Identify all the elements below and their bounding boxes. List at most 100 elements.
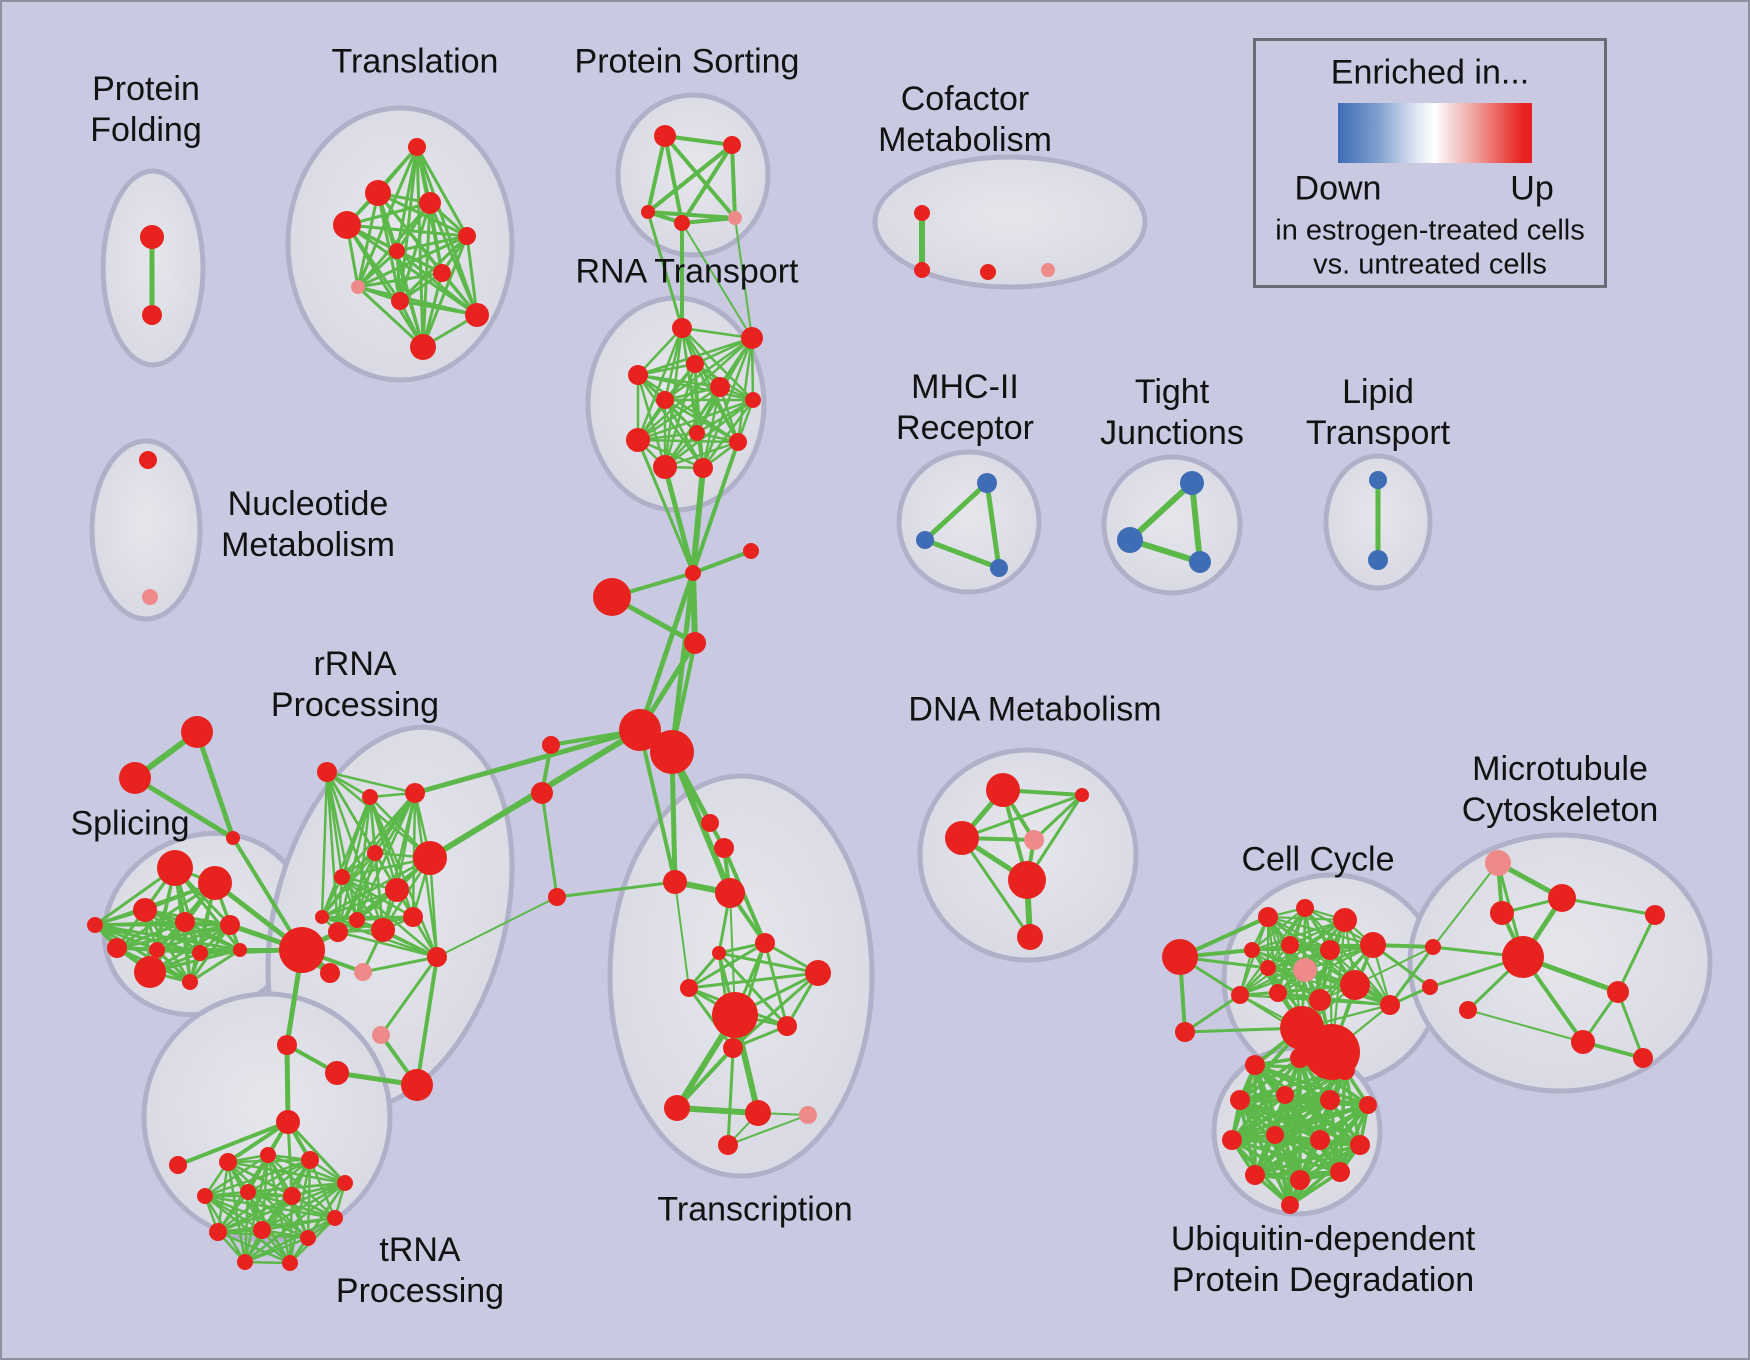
cluster-label-line: Splicing — [70, 804, 190, 843]
edge-u6-u8 — [1230, 1098, 1332, 1142]
gene-set-node-cc8 — [1293, 958, 1317, 982]
gene-set-node-g2 — [119, 762, 151, 794]
cluster-label-line: DNA Metabolism — [908, 690, 1162, 729]
edge-s5-s6 — [115, 923, 232, 950]
edge-tx4-tx8 — [717, 951, 789, 1028]
edge-tn2-tn5 — [203, 1153, 270, 1198]
gene-set-node-t7 — [433, 264, 451, 282]
cluster-label-lipid-transport: Lipid Transport — [1306, 372, 1450, 454]
edge-rr13-c9 — [436, 896, 558, 958]
gene-set-node-rr9 — [349, 912, 365, 928]
gene-set-node-u9 — [1266, 1126, 1284, 1144]
gene-set-node-tn0 — [276, 1110, 300, 1134]
cluster-label-line: RNA Transport — [575, 252, 799, 291]
cluster-label-line: Processing — [335, 1272, 505, 1310]
edge-u7-u9 — [1273, 1103, 1370, 1137]
gene-set-node-ps1 — [654, 125, 676, 147]
gene-set-node-c5 — [619, 709, 661, 751]
gene-set-node-tn3 — [301, 1151, 319, 1169]
cluster-label-line: Ubiquitin-dependent — [1170, 1220, 1476, 1259]
legend-box: Enriched in... Down Up in estrogen-treat… — [1253, 38, 1607, 288]
cluster-label-nucleotide-metabolism: Nucleotide Metabolism — [221, 484, 395, 566]
edge-u9-u14 — [1273, 1133, 1342, 1174]
gene-set-node-s5 — [220, 915, 240, 935]
edge-r1-r8 — [636, 326, 684, 442]
gene-set-node-cc3 — [1333, 908, 1357, 932]
gene-set-node-c10 — [701, 814, 719, 832]
edge-tx1-tx5 — [674, 881, 690, 989]
cluster-label-line: Cell Cycle — [1241, 840, 1395, 879]
gene-set-node-g3 — [226, 831, 240, 845]
gene-set-node-j1 — [1180, 471, 1204, 495]
cluster-label-microtubule-cytoskeleton: Microtubule Cytoskeleton — [1462, 749, 1659, 831]
cluster-label-line: tRNA — [379, 1231, 461, 1270]
edge-r2-r10 — [736, 336, 754, 444]
cluster-label-rrna-processing: rRNA Processing — [271, 644, 439, 726]
edge-tx3-tx8 — [763, 941, 789, 1028]
gene-set-node-r9 — [689, 425, 705, 441]
edge-tn4-tn6 — [246, 1181, 347, 1194]
gene-set-node-u15 — [1281, 1196, 1299, 1214]
gene-set-node-c4 — [684, 632, 706, 654]
gene-set-node-u12 — [1245, 1165, 1265, 1185]
edge-tn6-tn12 — [243, 1190, 250, 1264]
gene-set-node-n2 — [142, 589, 158, 605]
edge-cc2-cc11 — [1238, 906, 1307, 997]
gene-set-node-s2 — [198, 866, 232, 900]
gene-set-node-tn5 — [197, 1188, 213, 1204]
gene-set-node-j2 — [1117, 527, 1143, 553]
cluster-label-line: rRNA — [313, 645, 397, 684]
cluster-label-line: Microtubule — [1472, 750, 1648, 789]
edge-m1-m2 — [922, 480, 990, 543]
edge-ps3-r1 — [646, 210, 684, 330]
edge-mt7-mt10 — [1616, 990, 1645, 1060]
gene-set-node-cf1 — [914, 205, 930, 221]
edge-tn7-tn9 — [216, 1194, 294, 1234]
edge-rr1-rr10 — [320, 770, 329, 919]
edge-t5-t10 — [465, 234, 479, 317]
edge-r2-r7 — [663, 336, 754, 402]
gene-set-node-s12 — [233, 943, 247, 957]
edge-m1-m3 — [984, 480, 1002, 571]
edge-u6-u9 — [1273, 1098, 1332, 1137]
gene-set-node-ps3 — [641, 205, 655, 219]
edge-t1-t8 — [356, 145, 419, 289]
gene-set-node-l1 — [1369, 471, 1387, 489]
edge-t6-t8 — [356, 249, 399, 289]
edge-ps1-ps2 — [663, 134, 734, 147]
edge-rr1-rr9 — [325, 770, 359, 922]
gene-set-node-s7 — [149, 942, 165, 958]
gene-set-node-rr12 — [371, 918, 395, 942]
gene-set-node-h1 — [279, 927, 325, 973]
cluster-label-translation: Translation — [332, 42, 499, 83]
gene-set-node-cc4 — [1360, 932, 1386, 958]
edge-r3-r12 — [636, 373, 705, 470]
edge-c1-c3 — [691, 549, 753, 575]
edge-tx10-tx11 — [674, 1105, 761, 1116]
edge-tx10-tx9 — [675, 1046, 735, 1110]
edge-g1-g3 — [194, 729, 236, 841]
edge-u2-u4 — [1238, 1056, 1302, 1102]
edge-r6-r8 — [636, 398, 755, 442]
edge-mt11-mt9 — [1467, 1009, 1584, 1043]
edge-r7-r10 — [663, 398, 740, 444]
gene-set-node-tx5 — [680, 979, 698, 997]
cluster-ellipse-cofactor-metabolism — [872, 154, 1148, 290]
edge-rr15-rr13 — [379, 955, 439, 1037]
edge-tn11-tn12 — [243, 1236, 310, 1264]
gene-set-node-tn12 — [237, 1254, 253, 1270]
edge-d2-d3 — [960, 793, 1084, 840]
edge-t3-t4 — [345, 201, 432, 227]
gene-set-node-pf2 — [142, 305, 162, 325]
edge-t1-t10 — [415, 145, 479, 317]
gene-set-node-s1 — [157, 850, 193, 886]
gene-set-node-cc5 — [1244, 942, 1260, 958]
edge-r6-r11 — [663, 398, 755, 469]
cluster-ellipse-microtubule-cytoskeleton — [1407, 832, 1713, 1094]
edge-ps1-ps4 — [663, 134, 684, 225]
edge-c1-c5 — [637, 570, 696, 733]
gene-set-node-mt4 — [1502, 936, 1544, 978]
gene-set-node-m1 — [977, 473, 997, 493]
edge-ps2-ps3 — [646, 143, 734, 214]
cluster-label-line: Transcription — [657, 1190, 853, 1229]
